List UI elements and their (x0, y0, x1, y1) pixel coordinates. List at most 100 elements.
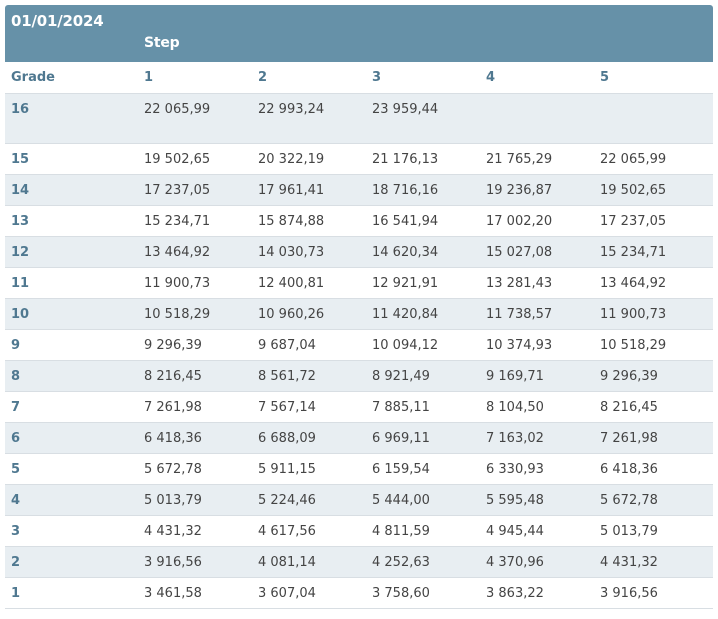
step-5-cell (600, 94, 710, 102)
step-5-cell: 8 216,45 (600, 399, 658, 415)
step-4-cell (486, 94, 600, 102)
step-4-cell: 4 945,44 (486, 523, 544, 539)
step-2-cell: 3 607,04 (258, 585, 316, 601)
salary-table: 01/01/2024 Step Grade 1 2 3 4 5 16 22 065… (5, 5, 713, 609)
step-4-cell: 19 236,87 (486, 182, 553, 198)
grade-cell: 13 (11, 213, 30, 229)
step-2-cell: 15 874,88 (258, 213, 325, 229)
step-2-cell: 7 567,14 (258, 399, 316, 415)
step-5-cell: 5 013,79 (600, 523, 658, 539)
table-row: 4 5 013,79 5 224,46 5 444,00 5 595,48 5 672,7… (5, 485, 713, 516)
table-row: 14 17 237,05 17 961,41 18 716,16 19 236,87 19… (5, 175, 713, 206)
step-1-cell: 4 431,32 (144, 523, 202, 539)
grade-cell: 11 (11, 275, 30, 291)
step-column-header-2: 2 (258, 70, 268, 85)
step-5-cell: 9 296,39 (600, 368, 658, 384)
grade-cell: 10 (11, 306, 30, 322)
grade-cell: 9 (11, 337, 21, 353)
step-2-cell: 5 224,46 (258, 492, 316, 508)
step-3-cell: 3 758,60 (372, 585, 430, 601)
table-banner: 01/01/2024 Step (5, 5, 713, 62)
column-header-row: Grade 1 2 3 4 5 (5, 62, 713, 94)
table-row: 5 5 672,78 5 911,15 6 159,54 6 330,93 6 418,3… (5, 454, 713, 485)
grade-cell: 12 (11, 244, 30, 260)
step-4-cell: 7 163,02 (486, 430, 544, 446)
step-2-cell: 20 322,19 (258, 151, 325, 167)
step-1-cell: 5 672,78 (144, 461, 202, 477)
step-2-cell: 4 617,56 (258, 523, 316, 539)
step-1-cell: 15 234,71 (144, 213, 211, 229)
table-row: 3 4 431,32 4 617,56 4 811,59 4 945,44 5 013,7… (5, 516, 713, 547)
step-4-cell: 13 281,43 (486, 275, 553, 291)
step-3-cell: 8 921,49 (372, 368, 430, 384)
step-1-cell: 11 900,73 (144, 275, 211, 291)
step-4-cell: 15 027,08 (486, 244, 553, 260)
table-row: 2 3 916,56 4 081,14 4 252,63 4 370,96 4 431,3… (5, 547, 713, 578)
step-1-cell: 22 065,99 (144, 102, 211, 117)
grade-cell: 2 (11, 554, 21, 570)
step-2-cell: 17 961,41 (258, 182, 325, 198)
step-heading: Step (144, 35, 180, 51)
table-body: 16 22 065,99 22 993,24 23 959,44 15 19 502,65… (5, 94, 713, 609)
table-row: 11 11 900,73 12 400,81 12 921,91 13 281,43 13… (5, 268, 713, 299)
step-4-cell: 6 330,93 (486, 461, 544, 477)
grade-cell: 3 (11, 523, 21, 539)
step-2-cell: 22 993,24 (258, 102, 325, 117)
step-3-cell: 6 969,11 (372, 430, 430, 446)
table-row: 7 7 261,98 7 567,14 7 885,11 8 104,50 8 216,4… (5, 392, 713, 423)
step-2-cell: 6 688,09 (258, 430, 316, 446)
step-1-cell: 17 237,05 (144, 182, 211, 198)
step-4-cell: 3 863,22 (486, 585, 544, 601)
table-row: 13 15 234,71 15 874,88 16 541,94 17 002,20 17… (5, 206, 713, 237)
step-5-cell: 19 502,65 (600, 182, 667, 198)
step-2-cell: 4 081,14 (258, 554, 316, 570)
step-3-cell: 14 620,34 (372, 244, 439, 260)
step-5-cell: 17 237,05 (600, 213, 667, 229)
step-column-header-5: 5 (600, 70, 610, 85)
step-2-cell: 8 561,72 (258, 368, 316, 384)
table-row: 9 9 296,39 9 687,04 10 094,12 10 374,93 10 51… (5, 330, 713, 361)
step-5-cell: 11 900,73 (600, 306, 667, 322)
step-3-cell: 5 444,00 (372, 492, 430, 508)
step-2-cell: 12 400,81 (258, 275, 325, 291)
grade-cell: 14 (11, 182, 30, 198)
grade-cell: 4 (11, 492, 21, 508)
step-3-cell: 21 176,13 (372, 151, 439, 167)
step-2-cell: 14 030,73 (258, 244, 325, 260)
step-3-cell: 23 959,44 (372, 102, 439, 117)
step-4-cell: 4 370,96 (486, 554, 544, 570)
step-5-cell: 3 916,56 (600, 585, 658, 601)
table-row: 1 3 461,58 3 607,04 3 758,60 3 863,22 3 916,5… (5, 578, 713, 609)
step-4-cell: 5 595,48 (486, 492, 544, 508)
step-4-cell: 21 765,29 (486, 151, 553, 167)
step-1-cell: 19 502,65 (144, 151, 211, 167)
step-5-cell: 7 261,98 (600, 430, 658, 446)
step-3-cell: 4 811,59 (372, 523, 430, 539)
step-1-cell: 10 518,29 (144, 306, 211, 322)
grade-cell: 16 (11, 102, 30, 117)
step-column-header-3: 3 (372, 70, 382, 85)
grade-column-header: Grade (11, 70, 55, 85)
step-3-cell: 6 159,54 (372, 461, 430, 477)
grade-cell: 8 (11, 368, 21, 384)
grade-cell: 7 (11, 399, 21, 415)
step-3-cell: 10 094,12 (372, 337, 439, 353)
step-1-cell: 8 216,45 (144, 368, 202, 384)
table-row: 6 6 418,36 6 688,09 6 969,11 7 163,02 7 261,9… (5, 423, 713, 454)
effective-date: 01/01/2024 (11, 12, 104, 30)
step-5-cell: 22 065,99 (600, 151, 667, 167)
grade-cell: 6 (11, 430, 21, 446)
step-3-cell: 12 921,91 (372, 275, 439, 291)
grade-cell: 15 (11, 151, 30, 167)
step-1-cell: 13 464,92 (144, 244, 211, 260)
table-row: 15 19 502,65 20 322,19 21 176,13 21 765,29 22… (5, 144, 713, 175)
step-3-cell: 18 716,16 (372, 182, 439, 198)
step-5-cell: 4 431,32 (600, 554, 658, 570)
grade-cell: 5 (11, 461, 21, 477)
step-1-cell: 6 418,36 (144, 430, 202, 446)
step-4-cell: 8 104,50 (486, 399, 544, 415)
step-4-cell: 17 002,20 (486, 213, 553, 229)
step-5-cell: 5 672,78 (600, 492, 658, 508)
step-2-cell: 9 687,04 (258, 337, 316, 353)
step-4-cell: 10 374,93 (486, 337, 553, 353)
